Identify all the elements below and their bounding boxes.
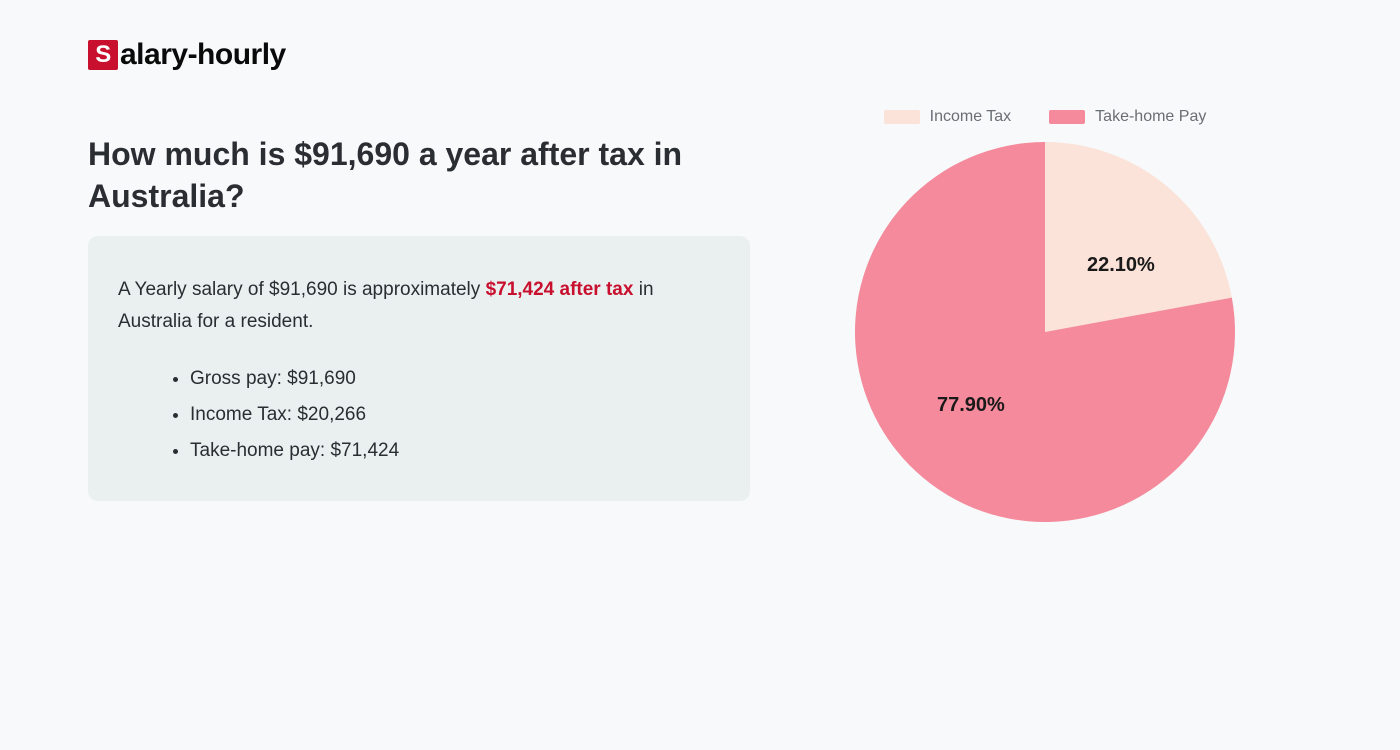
- bullet-gross: Gross pay: $91,690: [190, 361, 720, 397]
- pie-label-tax: 22.10%: [1087, 254, 1155, 277]
- logo-s-mark: S: [88, 40, 118, 70]
- legend-item-takehome: Take-home Pay: [1049, 108, 1206, 126]
- pie-svg: [855, 142, 1235, 522]
- chart-legend: Income Tax Take-home Pay: [830, 108, 1260, 126]
- summary-text: A Yearly salary of $91,690 is approximat…: [118, 274, 720, 339]
- legend-label-tax: Income Tax: [930, 108, 1012, 126]
- legend-label-takehome: Take-home Pay: [1095, 108, 1206, 126]
- pie-chart: 22.10% 77.90%: [855, 142, 1235, 522]
- pie-chart-area: Income Tax Take-home Pay 22.10% 77.90%: [830, 108, 1260, 522]
- legend-swatch-takehome: [1049, 110, 1085, 124]
- bullet-tax: Income Tax: $20,266: [190, 397, 720, 433]
- legend-swatch-tax: [884, 110, 920, 124]
- pie-label-takehome: 77.90%: [937, 394, 1005, 417]
- summary-box: A Yearly salary of $91,690 is approximat…: [88, 236, 750, 501]
- summary-prefix: A Yearly salary of $91,690 is approximat…: [118, 279, 486, 300]
- summary-bullets: Gross pay: $91,690 Income Tax: $20,266 T…: [118, 361, 720, 469]
- page-title: How much is $91,690 a year after tax in …: [88, 134, 728, 217]
- summary-highlight: $71,424 after tax: [486, 279, 634, 300]
- bullet-takehome: Take-home pay: $71,424: [190, 433, 720, 469]
- logo-text: alary-hourly: [120, 38, 286, 72]
- site-logo: Salary-hourly: [88, 38, 286, 72]
- legend-item-tax: Income Tax: [884, 108, 1012, 126]
